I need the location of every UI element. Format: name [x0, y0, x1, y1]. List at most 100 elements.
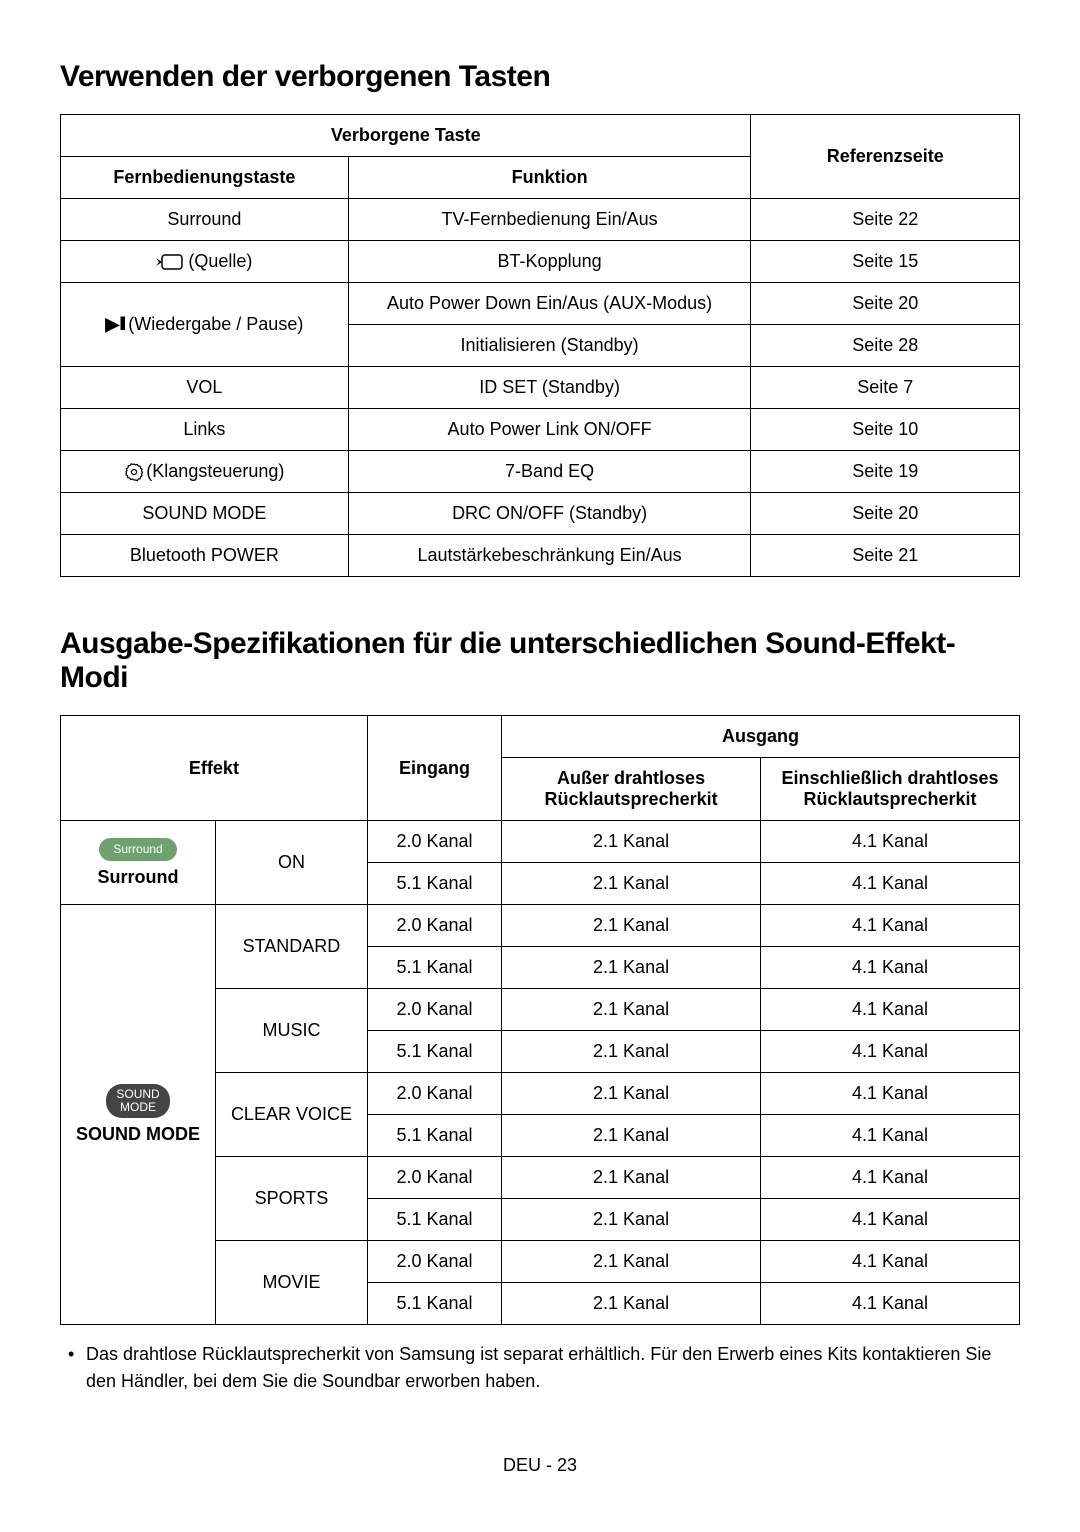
cell-in: 5.1 Kanal	[367, 1199, 501, 1241]
surround-pill: Surround	[99, 838, 176, 861]
cell-funktion: Lautstärkebeschränkung Ein/Aus	[348, 535, 751, 577]
soundmode-pill-l1: SOUND	[116, 1087, 159, 1101]
cell-out1: 2.1 Kanal	[502, 1031, 761, 1073]
th-eingang: Eingang	[367, 716, 501, 821]
cell-taste-text: (Quelle)	[188, 251, 252, 271]
cell-taste: (Klangsteuerung)	[61, 451, 349, 493]
cell-in: 5.1 Kanal	[367, 1031, 501, 1073]
cell-taste: SOUND MODE	[61, 493, 349, 535]
cell-out2: 4.1 Kanal	[761, 989, 1020, 1031]
cell-out2: 4.1 Kanal	[761, 1199, 1020, 1241]
cell-ref: Seite 7	[751, 367, 1020, 409]
cell-out1: 2.1 Kanal	[502, 905, 761, 947]
table-row: VOL ID SET (Standby) Seite 7	[61, 367, 1020, 409]
cell-funktion: Auto Power Down Ein/Aus (AUX-Modus)	[348, 283, 751, 325]
table-row: SOUND MODE DRC ON/OFF (Standby) Seite 20	[61, 493, 1020, 535]
cell-ref: Seite 21	[751, 535, 1020, 577]
cell-ref: Seite 20	[751, 493, 1020, 535]
cell-mode: CLEAR VOICE	[216, 1073, 368, 1157]
cell-funktion: ID SET (Standby)	[348, 367, 751, 409]
cell-in: 2.0 Kanal	[367, 821, 501, 863]
cell-ref: Seite 28	[751, 325, 1020, 367]
cell-in: 5.1 Kanal	[367, 947, 501, 989]
th-effekt: Effekt	[61, 716, 368, 821]
surround-label: Surround	[69, 867, 207, 888]
cell-taste: Links	[61, 409, 349, 451]
cell-in: 5.1 Kanal	[367, 1283, 501, 1325]
output-spec-table: Effekt Eingang Ausgang Außer drahtloses …	[60, 715, 1020, 1325]
cell-in: 2.0 Kanal	[367, 989, 501, 1031]
cell-out1: 2.1 Kanal	[502, 989, 761, 1031]
th-ausgang: Ausgang	[502, 716, 1020, 758]
cell-effect-soundmode: SOUND MODE SOUND MODE	[61, 905, 216, 1325]
cell-ref: Seite 22	[751, 199, 1020, 241]
cell-in: 2.0 Kanal	[367, 1157, 501, 1199]
th-fern: Fernbedienungstaste	[61, 157, 349, 199]
cell-out1: 2.1 Kanal	[502, 1157, 761, 1199]
cell-funktion: Initialisieren (Standby)	[348, 325, 751, 367]
cell-ref: Seite 20	[751, 283, 1020, 325]
cell-out1: 2.1 Kanal	[502, 821, 761, 863]
cell-effect-surround: Surround Surround	[61, 821, 216, 905]
table-row: Surround TV-Fernbedienung Ein/Aus Seite …	[61, 199, 1020, 241]
cell-mode: MUSIC	[216, 989, 368, 1073]
cell-out1: 2.1 Kanal	[502, 1073, 761, 1115]
cell-out2: 4.1 Kanal	[761, 1031, 1020, 1073]
table-row: SOUND MODE SOUND MODE STANDARD 2.0 Kanal…	[61, 905, 1020, 947]
cell-funktion: Auto Power Link ON/OFF	[348, 409, 751, 451]
cell-out2: 4.1 Kanal	[761, 1241, 1020, 1283]
page-footer: DEU - 23	[60, 1455, 1020, 1476]
cell-out1: 2.1 Kanal	[502, 1199, 761, 1241]
cell-funktion: TV-Fernbedienung Ein/Aus	[348, 199, 751, 241]
heading-output-spec: Ausgabe-Spezifikationen für die untersch…	[60, 627, 1020, 695]
cell-out2: 4.1 Kanal	[761, 863, 1020, 905]
play-pause-icon: ▶ll	[105, 314, 123, 335]
cell-out1: 2.1 Kanal	[502, 1241, 761, 1283]
cell-taste: VOL	[61, 367, 349, 409]
cell-out2: 4.1 Kanal	[761, 905, 1020, 947]
cell-mode: MOVIE	[216, 1241, 368, 1325]
soundmode-pill: SOUND MODE	[106, 1084, 169, 1118]
cell-out2: 4.1 Kanal	[761, 1283, 1020, 1325]
cell-funktion: DRC ON/OFF (Standby)	[348, 493, 751, 535]
cell-funktion: BT-Kopplung	[348, 241, 751, 283]
table-row: Links Auto Power Link ON/OFF Seite 10	[61, 409, 1020, 451]
cell-taste-text: (Klangsteuerung)	[146, 461, 284, 481]
th-referenz: Referenzseite	[751, 115, 1020, 199]
cell-out1: 2.1 Kanal	[502, 947, 761, 989]
cell-out2: 4.1 Kanal	[761, 1115, 1020, 1157]
cell-out1: 2.1 Kanal	[502, 1283, 761, 1325]
cell-in: 5.1 Kanal	[367, 863, 501, 905]
cell-in: 5.1 Kanal	[367, 1115, 501, 1157]
cell-out2: 4.1 Kanal	[761, 947, 1020, 989]
th-verborgene: Verborgene Taste	[61, 115, 751, 157]
cell-in: 2.0 Kanal	[367, 1241, 501, 1283]
cell-taste-text: (Wiedergabe / Pause)	[128, 314, 303, 334]
cell-in: 2.0 Kanal	[367, 1073, 501, 1115]
th-out-excl: Außer drahtloses Rücklautsprecherkit	[502, 758, 761, 821]
table-row: ▶ll (Wiedergabe / Pause) Auto Power Down…	[61, 283, 1020, 325]
cell-out1: 2.1 Kanal	[502, 1115, 761, 1157]
cell-ref: Seite 19	[751, 451, 1020, 493]
cell-out2: 4.1 Kanal	[761, 1157, 1020, 1199]
note-wireless-kit: Das drahtlose Rücklautsprecherkit von Sa…	[60, 1341, 1020, 1395]
cell-out1: 2.1 Kanal	[502, 863, 761, 905]
cell-ref: Seite 10	[751, 409, 1020, 451]
source-icon	[156, 253, 184, 271]
table-row: Surround Surround ON 2.0 Kanal 2.1 Kanal…	[61, 821, 1020, 863]
cell-taste: Bluetooth POWER	[61, 535, 349, 577]
table-row: (Klangsteuerung) 7-Band EQ Seite 19	[61, 451, 1020, 493]
cell-out2: 4.1 Kanal	[761, 1073, 1020, 1115]
table-row: Bluetooth POWER Lautstärkebeschränkung E…	[61, 535, 1020, 577]
table-row: (Quelle) BT-Kopplung Seite 15	[61, 241, 1020, 283]
cell-taste: Surround	[61, 199, 349, 241]
heading-hidden-buttons: Verwenden der verborgenen Tasten	[60, 60, 1020, 94]
gear-icon	[124, 462, 144, 482]
cell-taste: ▶ll (Wiedergabe / Pause)	[61, 283, 349, 367]
th-out-incl: Einschließlich drahtloses Rücklautsprech…	[761, 758, 1020, 821]
cell-mode: ON	[216, 821, 368, 905]
cell-mode: STANDARD	[216, 905, 368, 989]
soundmode-label: SOUND MODE	[69, 1124, 207, 1145]
cell-out2: 4.1 Kanal	[761, 821, 1020, 863]
soundmode-pill-l2: MODE	[120, 1100, 156, 1114]
